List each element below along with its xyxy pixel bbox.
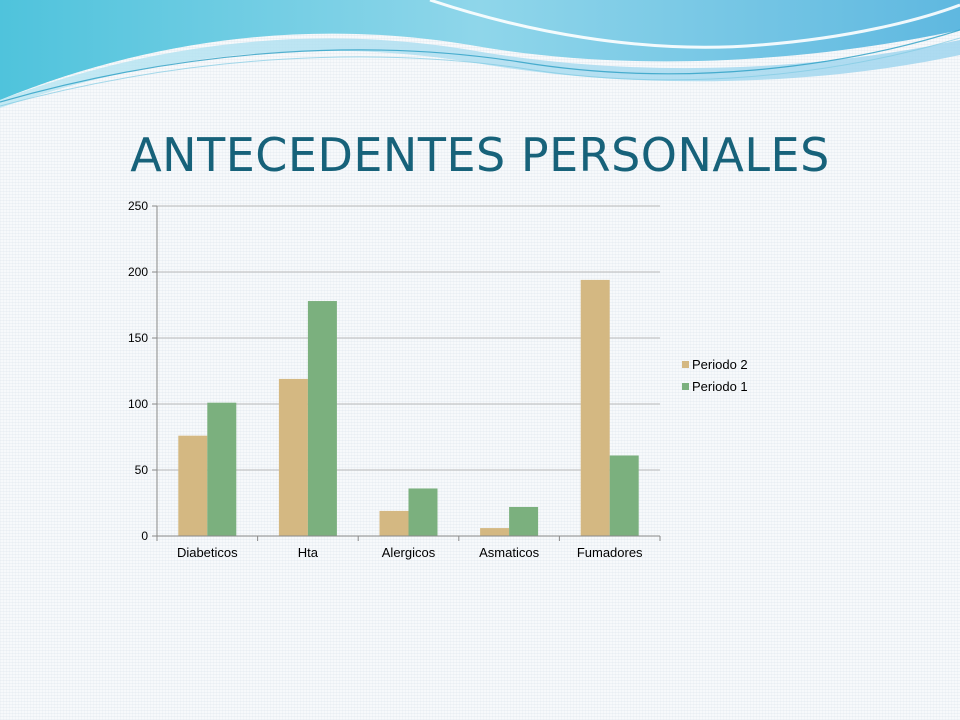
y-tick-label: 150	[128, 331, 148, 345]
x-category-label: Asmaticos	[479, 545, 539, 560]
y-tick-label: 50	[135, 463, 149, 477]
chart-bars	[178, 279, 639, 536]
bar-periodo-1-alergicos	[408, 488, 438, 536]
chart-gridlines	[157, 205, 660, 537]
bar-periodo-2-asmaticos	[480, 528, 510, 536]
x-category-label: Diabeticos	[177, 545, 238, 560]
bar-periodo-1-hta	[307, 301, 337, 536]
bar-periodo-2-diabeticos	[178, 435, 208, 536]
bar-periodo-2-fumadores	[580, 279, 610, 536]
header-wave-decoration	[0, 0, 960, 108]
x-category-label: Alergicos	[382, 545, 436, 560]
x-category-label: Hta	[298, 545, 319, 560]
y-tick-label: 100	[128, 397, 148, 411]
legend-label: Periodo 1	[692, 379, 748, 394]
chart-axes: 0 50 100 150 200 250 Diabeticos Hta Alergicos Asm…	[128, 199, 661, 560]
bar-periodo-2-hta	[278, 378, 308, 536]
y-tick-label: 250	[128, 199, 148, 213]
legend-swatch	[682, 361, 689, 368]
x-category-label: Fumadores	[577, 545, 643, 560]
bar-periodo-1-fumadores	[609, 455, 639, 536]
y-tick-label: 200	[128, 265, 148, 279]
bar-periodo-1-diabeticos	[207, 402, 237, 536]
bar-periodo-2-alergicos	[379, 510, 409, 536]
legend-swatch	[682, 383, 689, 390]
chart-legend: Periodo 2 Periodo 1	[682, 357, 748, 394]
bar-periodo-1-asmaticos	[509, 506, 539, 536]
y-tick-label: 0	[141, 529, 148, 543]
slide-title: ANTECEDENTES PERSONALES	[130, 128, 830, 182]
legend-label: Periodo 2	[692, 357, 748, 372]
